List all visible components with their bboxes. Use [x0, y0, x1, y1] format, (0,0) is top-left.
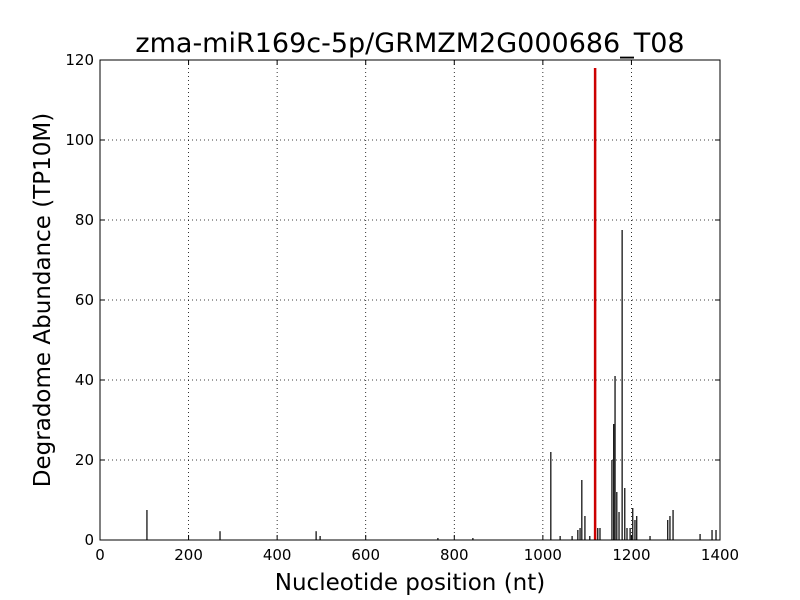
x-tick-label: 200	[174, 546, 203, 564]
y-tick-label: 60	[75, 291, 94, 309]
x-tick-label: 800	[440, 546, 469, 564]
x-tick-label: 1000	[524, 546, 562, 564]
plot-frame	[99, 59, 721, 541]
y-tick-label: 120	[65, 51, 94, 69]
x-tick-label: 400	[263, 546, 292, 564]
y-axis-label: Degradome Abundance (TP10M)	[30, 113, 56, 487]
x-tick-label: 1200	[612, 546, 650, 564]
y-tick-label: 100	[65, 131, 94, 149]
x-tick-label: 600	[351, 546, 380, 564]
x-axis-label: Nucleotide position (nt)	[275, 570, 545, 596]
x-tick-label: 1400	[701, 546, 739, 564]
y-tick-label: 40	[75, 371, 94, 389]
y-tick-label: 80	[75, 211, 94, 229]
chart-title: zma-miR169c-5p/GRMZM2G000686_T08	[135, 28, 684, 59]
y-tick-label: 0	[84, 531, 94, 549]
x-tick-label: 0	[95, 546, 105, 564]
y-tick-label: 20	[75, 451, 94, 469]
